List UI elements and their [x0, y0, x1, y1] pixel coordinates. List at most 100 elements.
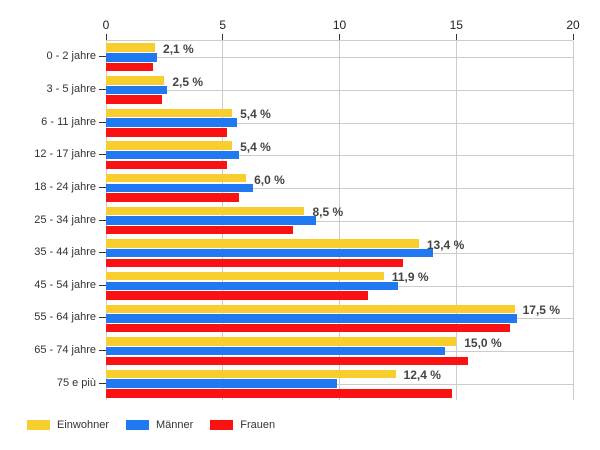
horizontal-gridline	[106, 122, 573, 124]
bar-frauen	[106, 389, 452, 398]
category-label: 12 - 17 jahre	[34, 148, 96, 161]
bar-group: 2,5 %	[106, 74, 573, 107]
bar-einwohner	[106, 43, 156, 52]
bar-value-label: 2,1 %	[163, 42, 194, 56]
bar-frauen	[106, 193, 240, 202]
bar-value-label: 11,9 %	[391, 270, 429, 285]
bar-männer	[106, 346, 445, 356]
bar-group: 6,0 %	[106, 172, 573, 205]
x-tick-label: 0	[102, 18, 110, 32]
plot-area: 2,1 % 2,5 % 5,4 % 5,4 % 6,0 % 8,5 % 13,4 % 11,9…	[105, 40, 574, 400]
bar-männer	[106, 183, 254, 193]
bar-value-label: 5,4 %	[240, 107, 271, 122]
category-label: 35 - 44 jahre	[34, 246, 96, 259]
bar-einwohner	[106, 304, 515, 313]
bar-frauen	[106, 291, 368, 300]
bar-männer	[106, 248, 433, 258]
horizontal-gridline	[106, 89, 573, 91]
bar-value-label: 15,0 %	[464, 335, 502, 350]
bar-group: 2,1 %	[106, 41, 573, 74]
category-label: 25 - 34 jahre	[34, 213, 96, 226]
bar-einwohner	[106, 239, 419, 248]
bar-einwohner	[106, 271, 384, 281]
legend-item-einwohner: Einwohner	[27, 419, 109, 431]
x-tick-mark	[339, 34, 340, 40]
category-label: 3 - 5 jahre	[46, 82, 96, 95]
category-row: 75 e più	[0, 366, 106, 399]
legend-label: Männer	[155, 419, 194, 431]
x-axis-tick-marks	[105, 34, 574, 40]
bars	[106, 139, 573, 172]
x-tick-label: 20	[566, 18, 580, 32]
category-label: 6 - 11 jahre	[41, 115, 96, 128]
category-tick-mark	[99, 350, 106, 352]
bar-group: 11,9 %	[106, 269, 573, 302]
bar-männer	[106, 379, 338, 388]
category-row: 65 - 74 jahre	[0, 334, 106, 367]
bars	[106, 41, 573, 74]
category-row: 55 - 64 jahre	[0, 301, 106, 334]
bar-value-label: 6,0 %	[254, 172, 285, 187]
horizontal-gridline	[106, 57, 573, 59]
horizontal-gridline	[106, 187, 573, 189]
category-label: 18 - 24 jahre	[34, 180, 96, 193]
bar-group: 13,4 %	[106, 237, 573, 270]
bar-value-label: 8,5 %	[312, 205, 344, 220]
legend-item-frauen: Frauen	[210, 419, 275, 431]
vertical-gridline	[339, 41, 340, 400]
category-row: 6 - 11 jahre	[0, 105, 106, 138]
bar-value-label: 2,5 %	[172, 74, 204, 89]
bar-frauen	[106, 356, 468, 366]
bars	[106, 237, 573, 270]
bar-frauen	[106, 128, 228, 137]
legend-label: Einwohner	[57, 419, 109, 431]
vertical-gridline	[455, 41, 457, 400]
bars	[106, 172, 573, 205]
category-tick-mark	[99, 154, 106, 156]
bar-group: 17,5 %	[106, 302, 573, 335]
bar-einwohner	[106, 108, 233, 118]
horizontal-gridline	[106, 155, 573, 157]
bar-value-label: 17,5 %	[522, 303, 560, 318]
category-tick-mark	[99, 284, 106, 286]
category-row: 12 - 17 jahre	[0, 138, 106, 171]
bar-group: 15,0 %	[106, 335, 573, 368]
category-row: 45 - 54 jahre	[0, 268, 106, 301]
x-tick-mark	[105, 34, 107, 40]
category-tick-mark	[99, 121, 106, 123]
bar-frauen	[106, 225, 293, 235]
category-label: 75 e più	[56, 376, 96, 389]
category-tick-mark	[99, 88, 106, 90]
bars	[106, 204, 573, 237]
bar-value-label: 13,4 %	[426, 237, 465, 252]
x-tick-label: 5	[219, 18, 227, 32]
legend: Einwohner Männer Frauen	[27, 419, 292, 431]
bars	[106, 269, 573, 302]
bar-value-label: 12,4 %	[403, 368, 441, 383]
bar-frauen	[106, 323, 510, 333]
bar-männer	[106, 314, 517, 323]
bar-group: 12,4 %	[106, 367, 573, 400]
bar-group: 5,4 %	[106, 106, 573, 139]
x-tick-label: 15	[449, 18, 463, 32]
bars	[106, 367, 573, 400]
horizontal-gridline	[106, 220, 573, 222]
bar-groups: 2,1 % 2,5 % 5,4 % 5,4 % 6,0 % 8,5 % 13,4 % 11,9…	[106, 41, 573, 400]
category-tick-mark	[99, 186, 106, 188]
category-axis: 0 - 2 jahre 3 - 5 jahre 6 - 11 jahre 12 - 1…	[0, 40, 106, 399]
bars	[106, 302, 573, 335]
category-tick-mark	[99, 219, 106, 221]
bar-value-label: 5,4 %	[240, 139, 271, 154]
vertical-gridline	[572, 41, 574, 400]
category-row: 3 - 5 jahre	[0, 73, 106, 106]
legend-swatch	[27, 420, 50, 430]
category-row: 0 - 2 jahre	[0, 40, 106, 73]
legend-item-männer: Männer	[125, 419, 194, 431]
category-tick-mark	[99, 56, 106, 58]
bar-frauen	[106, 258, 403, 268]
bar-einwohner	[106, 76, 165, 85]
x-tick-label: 10	[332, 18, 347, 32]
x-tick-mark	[222, 34, 224, 40]
category-label: 45 - 54 jahre	[34, 278, 96, 291]
bar-group: 5,4 %	[106, 139, 573, 172]
